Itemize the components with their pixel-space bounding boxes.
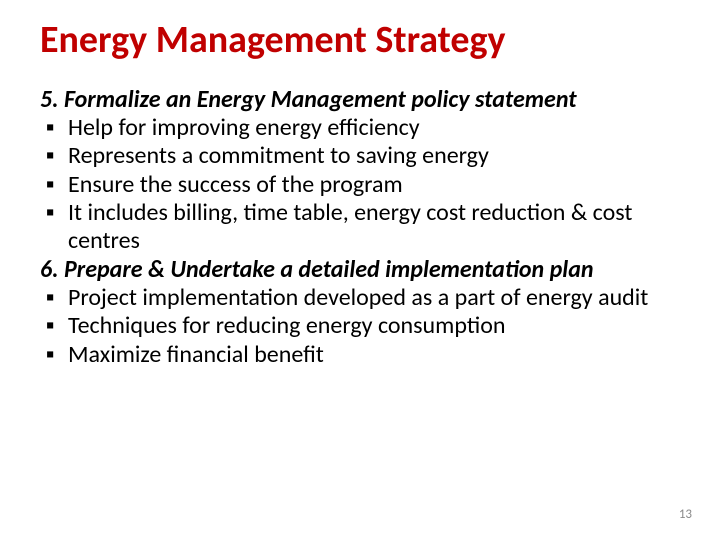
- page-number: 13: [679, 507, 692, 522]
- section-heading: 5. Formalize an Energy Management policy…: [40, 86, 680, 114]
- list-item: Techniques for reducing energy consumpti…: [68, 312, 680, 340]
- bullet-list: Project implementation developed as a pa…: [40, 284, 680, 369]
- list-item: Represents a commitment to saving energy: [68, 142, 680, 170]
- page-title: Energy Management Strategy: [40, 20, 680, 62]
- list-item: Project implementation developed as a pa…: [68, 284, 680, 312]
- section-heading: 6. Prepare & Undertake a detailed implem…: [40, 256, 680, 284]
- list-item: Help for improving energy efficiency: [68, 114, 680, 142]
- bullet-list: Help for improving energy efficiency Rep…: [40, 114, 680, 256]
- slide: Energy Management Strategy 5. Formalize …: [0, 0, 720, 540]
- list-item: Ensure the success of the program: [68, 171, 680, 199]
- slide-body: 5. Formalize an Energy Management policy…: [40, 86, 680, 369]
- list-item: Maximize financial benefit: [68, 341, 680, 369]
- list-item: It includes billing, time table, energy …: [68, 199, 680, 256]
